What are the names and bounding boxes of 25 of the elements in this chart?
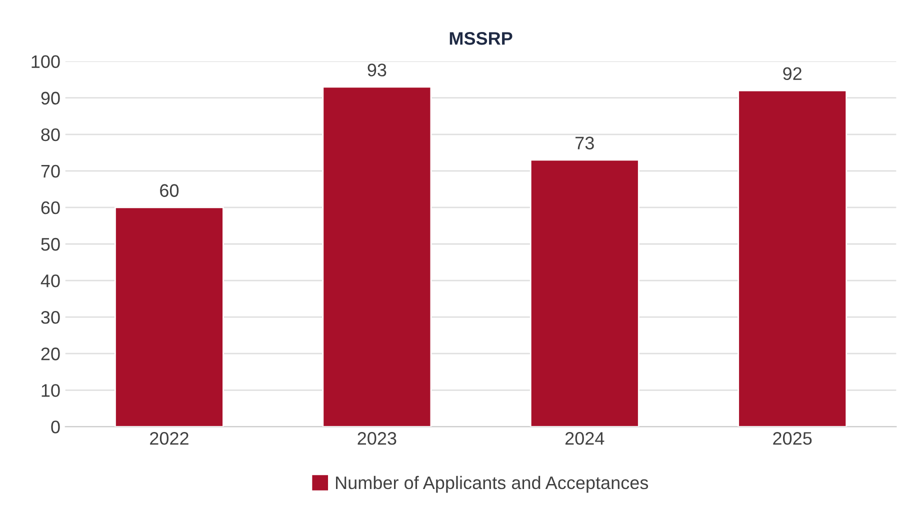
bar [530,159,640,427]
x-tick-label: 2023 [358,432,396,445]
y-tick-label: 50 [41,238,60,251]
data-label: 92 [783,67,802,80]
x-tick-label: 2025 [773,432,812,445]
y-tick-label: 0 [51,420,60,434]
data-label: 60 [160,184,179,197]
y-tick-label: 40 [40,274,60,288]
data-label: 73 [576,136,594,150]
y-tick-label: 100 [32,55,60,68]
y-tick-label: 90 [41,92,60,105]
y-tick-label: 30 [41,311,60,324]
legend-label: Number of Applicants and Acceptances [336,476,648,493]
bar [322,86,432,427]
data-label: 93 [368,64,386,76]
y-tick-label: 10 [42,384,60,397]
bar [738,90,848,427]
y-tick-label: 20 [41,348,60,360]
x-tick-label: 2022 [150,432,188,445]
chart-title: MSSRP [450,32,512,45]
y-tick-label: 80 [41,128,60,142]
y-tick-label: 70 [41,164,60,178]
bar [114,206,224,427]
y-tick-label: 60 [41,201,60,214]
x-tick-label: 2024 [565,432,604,445]
